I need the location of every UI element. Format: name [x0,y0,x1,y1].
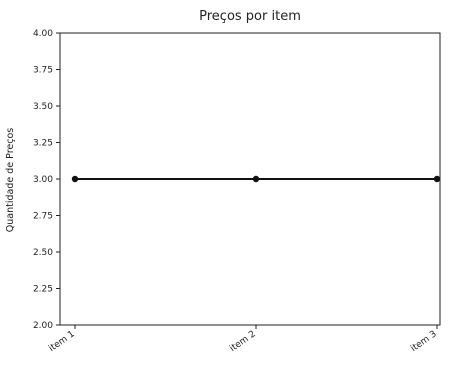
y-axis-ticks: 2.00 2.25 2.50 2.75 3.00 3.25 3.50 3.75 4.00 [33,29,60,331]
series-layer [71,175,441,183]
data-point [252,175,260,183]
chart-title: Preços por item [199,9,301,24]
x-tick-label: item 3 [409,329,438,354]
y-tick-label: 3.00 [33,175,53,185]
data-point [71,175,79,183]
x-tick-label: item 2 [228,329,257,354]
y-tick-label: 2.00 [33,321,53,331]
y-tick-label: 3.25 [33,139,53,149]
y-tick-label: 4.00 [33,29,53,39]
y-tick-label: 2.50 [33,248,53,258]
y-tick-label: 2.25 [33,285,53,295]
x-axis-ticks: item 1 item 2 item 3 [47,325,439,354]
data-point [433,175,441,183]
x-tick-label: item 1 [47,329,76,354]
y-axis-label: Quantidade de Preços [5,128,16,232]
y-tick-label: 3.50 [33,102,53,112]
y-tick-label: 3.75 [33,66,53,76]
y-tick-label: 2.75 [33,212,53,222]
